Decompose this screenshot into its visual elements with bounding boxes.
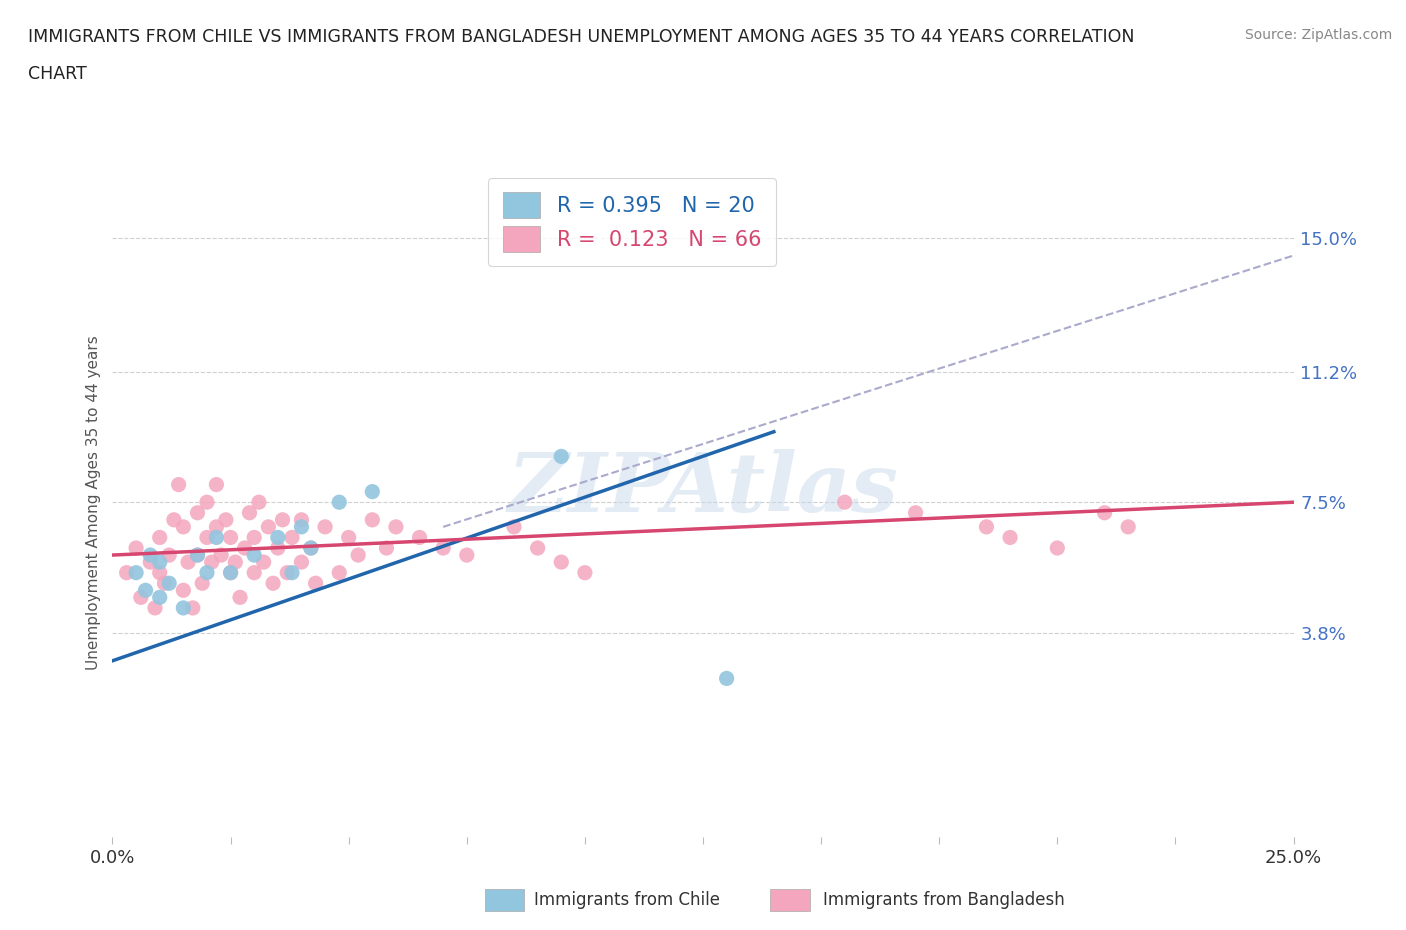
Point [998, 530, 1021, 545]
Point [172, 520, 194, 535]
Point [281, 530, 304, 545]
Point [177, 554, 200, 569]
Point [186, 548, 208, 563]
Point [375, 540, 398, 555]
Legend: R = 0.395   N = 20, R =  0.123   N = 66: R = 0.395 N = 20, R = 0.123 N = 66 [488, 178, 776, 266]
Point [1094, 505, 1116, 520]
Point [361, 485, 384, 499]
Text: CHART: CHART [28, 65, 87, 83]
Point [205, 520, 228, 535]
Point [233, 540, 256, 555]
Point [191, 576, 214, 591]
Point [215, 512, 238, 527]
Point [550, 554, 572, 569]
Point [385, 520, 408, 535]
Point [157, 548, 180, 563]
Point [281, 565, 304, 580]
Point [125, 540, 148, 555]
Point [290, 512, 312, 527]
Point [904, 505, 927, 520]
Point [195, 530, 218, 545]
Point [361, 512, 384, 527]
Point [172, 583, 194, 598]
Point [139, 548, 162, 563]
Point [290, 520, 312, 535]
Point [219, 565, 242, 580]
Text: ZIPAtlas: ZIPAtlas [508, 449, 898, 529]
Point [347, 548, 370, 563]
Point [834, 495, 856, 510]
Point [205, 477, 228, 492]
Point [143, 601, 166, 616]
Point [219, 530, 242, 545]
Point [129, 590, 152, 604]
Point [574, 565, 596, 580]
Point [205, 530, 228, 545]
Point [328, 565, 350, 580]
Point [271, 512, 294, 527]
Point [328, 495, 350, 510]
Point [243, 565, 266, 580]
Point [201, 554, 224, 569]
Point [149, 590, 172, 604]
Point [115, 565, 138, 580]
Point [149, 554, 172, 569]
Text: Immigrants from Chile: Immigrants from Chile [534, 891, 720, 910]
Point [290, 554, 312, 569]
Point [1116, 520, 1139, 535]
Point [125, 565, 148, 580]
Point [1046, 540, 1069, 555]
Point [243, 530, 266, 545]
Text: IMMIGRANTS FROM CHILE VS IMMIGRANTS FROM BANGLADESH UNEMPLOYMENT AMONG AGES 35 T: IMMIGRANTS FROM CHILE VS IMMIGRANTS FROM… [28, 28, 1135, 46]
Point [299, 540, 322, 555]
Point [186, 505, 208, 520]
Point [314, 520, 336, 535]
Point [139, 554, 162, 569]
Point [135, 583, 157, 598]
Point [253, 554, 276, 569]
Point [526, 540, 548, 555]
Point [304, 576, 326, 591]
Text: Source: ZipAtlas.com: Source: ZipAtlas.com [1244, 28, 1392, 42]
Point [195, 495, 218, 510]
Point [432, 540, 454, 555]
Point [219, 565, 242, 580]
Point [716, 671, 738, 685]
Point [224, 554, 246, 569]
Text: Immigrants from Bangladesh: Immigrants from Bangladesh [823, 891, 1064, 910]
Point [550, 449, 572, 464]
Point [181, 601, 204, 616]
Point [149, 565, 172, 580]
Point [167, 477, 190, 492]
Point [195, 565, 218, 580]
Point [267, 540, 290, 555]
Point [157, 576, 180, 591]
Point [229, 590, 252, 604]
Point [276, 565, 298, 580]
Point [456, 548, 478, 563]
Point [149, 530, 172, 545]
Point [247, 495, 270, 510]
Point [976, 520, 998, 535]
Point [408, 530, 430, 545]
Point [257, 520, 280, 535]
Point [267, 530, 290, 545]
Point [243, 548, 266, 563]
Point [153, 576, 176, 591]
Point [238, 505, 260, 520]
Point [262, 576, 284, 591]
Point [186, 548, 208, 563]
Y-axis label: Unemployment Among Ages 35 to 44 years: Unemployment Among Ages 35 to 44 years [86, 335, 101, 670]
Point [209, 548, 232, 563]
Point [172, 601, 194, 616]
Point [163, 512, 186, 527]
Point [503, 520, 526, 535]
Point [337, 530, 360, 545]
Point [299, 540, 322, 555]
